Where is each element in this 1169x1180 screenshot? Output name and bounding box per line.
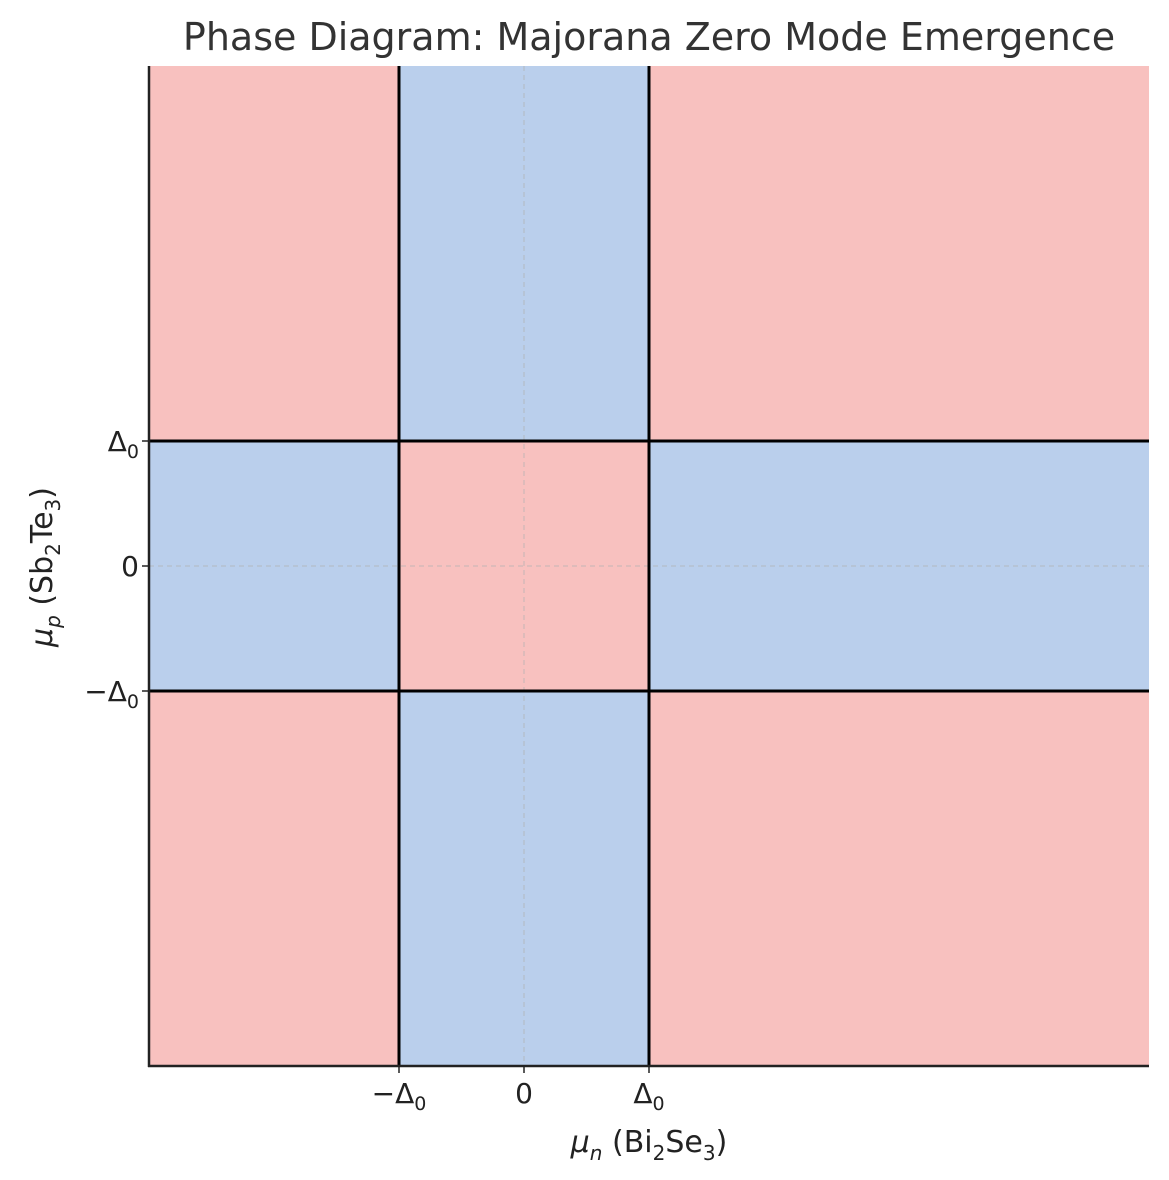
phase-region-trivial-0 [149,66,399,441]
y-tick-label-0: Δ0 [108,425,139,463]
x-axis-label: μn (Bi2Se3) [570,1125,728,1165]
phase-boundaries [149,66,1149,1066]
x-ticks: −Δ0 0 Δ0 [372,1066,665,1115]
y-axis-label: μp (Sb2Te3) [25,487,65,648]
phase-region-topological-1 [399,66,649,441]
phase-region-trivial-2 [649,66,1149,441]
x-tick-label-1: 0 [515,1077,533,1110]
x-tick-label-2: Δ0 [633,1077,664,1115]
phase-region-trivial-8 [649,691,1149,1066]
phase-region-trivial-6 [149,691,399,1066]
y-tick-label-2: −Δ0 [84,675,139,713]
x-tick-label-0: −Δ0 [372,1077,427,1115]
chart-title: Phase Diagram: Majorana Zero Mode Emerge… [183,15,1115,59]
y-tick-label-1: 0 [121,550,139,583]
y-ticks: Δ0 0 −Δ0 [84,425,149,713]
